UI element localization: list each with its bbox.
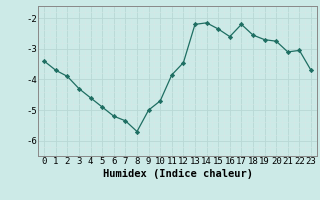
X-axis label: Humidex (Indice chaleur): Humidex (Indice chaleur) <box>103 169 252 179</box>
